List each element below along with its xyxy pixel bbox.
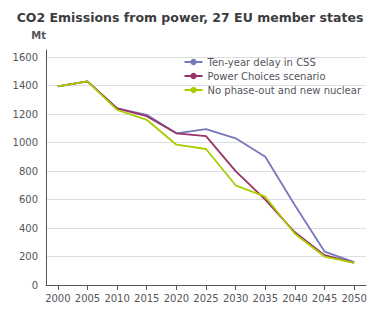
svg-text:2030: 2030 <box>223 293 248 304</box>
svg-text:2015: 2015 <box>134 293 159 304</box>
svg-text:1600: 1600 <box>13 52 38 63</box>
svg-text:2040: 2040 <box>282 293 307 304</box>
svg-text:200: 200 <box>19 251 38 262</box>
svg-text:2050: 2050 <box>341 293 366 304</box>
svg-text:Ten-year delay in CSS: Ten-year delay in CSS <box>207 57 316 68</box>
svg-text:600: 600 <box>19 194 38 205</box>
svg-text:2045: 2045 <box>312 293 337 304</box>
svg-text:1200: 1200 <box>13 109 38 120</box>
svg-text:0: 0 <box>32 280 38 291</box>
svg-text:1400: 1400 <box>13 80 38 91</box>
svg-text:800: 800 <box>19 166 38 177</box>
svg-text:Power Choices scenario: Power Choices scenario <box>208 71 326 82</box>
svg-text:2035: 2035 <box>253 293 278 304</box>
svg-text:2000: 2000 <box>45 293 70 304</box>
svg-text:2025: 2025 <box>193 293 218 304</box>
svg-text:2005: 2005 <box>75 293 100 304</box>
svg-text:Mt: Mt <box>31 30 46 41</box>
svg-text:No phase-out and new nuclear: No phase-out and new nuclear <box>208 85 362 96</box>
svg-text:2010: 2010 <box>104 293 129 304</box>
svg-text:1000: 1000 <box>13 137 38 148</box>
svg-text:CO2 Emissions from power, 27 E: CO2 Emissions from power, 27 EU member s… <box>17 10 364 25</box>
svg-text:2020: 2020 <box>164 293 189 304</box>
svg-text:400: 400 <box>19 223 38 234</box>
